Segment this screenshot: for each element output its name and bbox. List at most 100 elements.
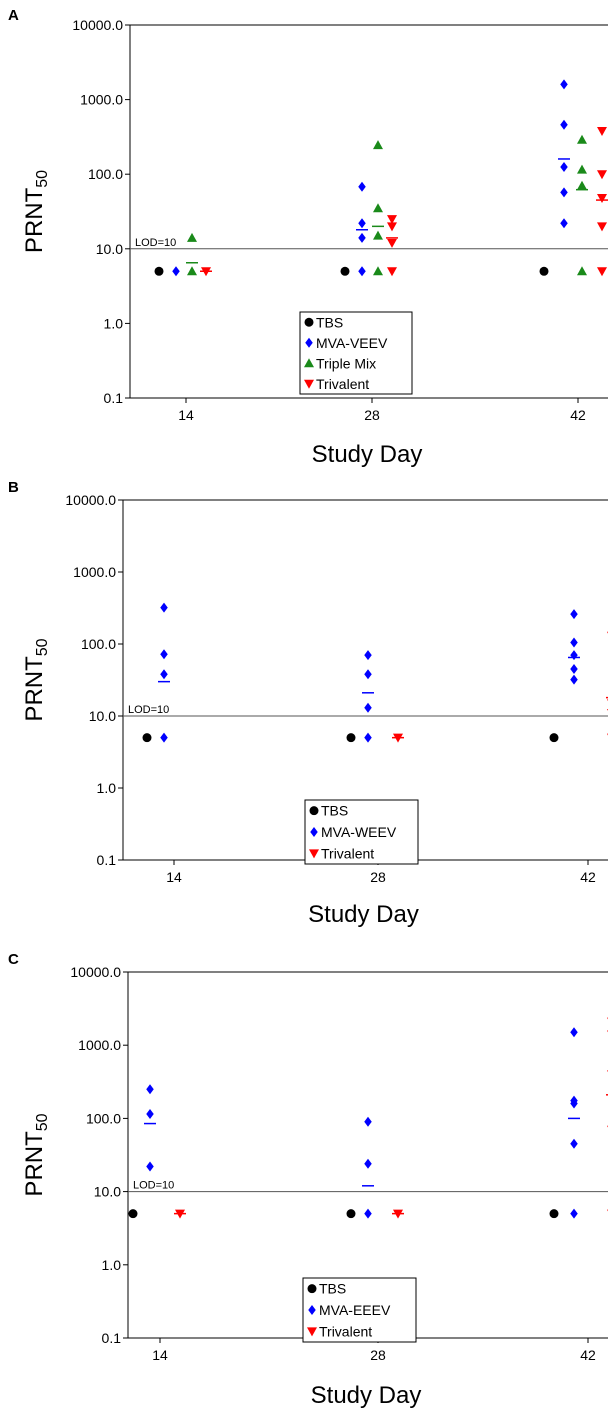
legend-marker <box>310 827 318 837</box>
data-point <box>577 266 587 276</box>
data-point <box>597 193 607 203</box>
data-point <box>597 170 607 180</box>
y-tick-label: 100.0 <box>86 1110 121 1126</box>
legend-marker <box>309 849 319 859</box>
data-point <box>364 650 372 661</box>
data-point <box>364 669 372 680</box>
panel-letter: A <box>8 7 19 24</box>
legend: TBS MVA-WEEV Trivalent <box>304 799 419 865</box>
data-point <box>597 222 607 232</box>
data-point <box>346 733 356 743</box>
data-point <box>358 218 366 229</box>
data-point <box>570 1208 578 1219</box>
y-tick-label: 10000.0 <box>65 492 116 508</box>
legend-marker <box>309 806 319 816</box>
data-point <box>549 1209 559 1219</box>
data-point <box>160 602 168 613</box>
y-axis-title: PRNT50 <box>21 170 51 253</box>
data-point <box>358 181 366 192</box>
x-tick-label: 42 <box>580 869 596 885</box>
y-tick-label: 1000.0 <box>80 92 123 108</box>
data-point <box>570 1138 578 1149</box>
data-point <box>373 140 383 150</box>
series-mva-weev <box>158 602 580 743</box>
data-point <box>373 230 383 240</box>
y-axis-title-main: PRNT <box>21 187 48 253</box>
y-tick-label: 10000.0 <box>72 17 123 33</box>
data-point <box>570 637 578 648</box>
x-axis-title: Study Day <box>312 441 423 468</box>
x-tick-label: 42 <box>580 1347 596 1363</box>
data-point <box>364 702 372 713</box>
y-tick-label: 0.1 <box>97 852 117 868</box>
series-mva-eeev <box>144 1027 580 1219</box>
y-tick-label: 0.1 <box>104 390 124 406</box>
series-tbs <box>142 733 559 743</box>
data-point <box>570 650 578 661</box>
series-mva-veev <box>172 79 570 277</box>
data-point <box>358 266 366 277</box>
x-tick-label: 14 <box>166 869 182 885</box>
data-point <box>387 215 397 225</box>
legend-marker <box>307 1327 317 1337</box>
data-point <box>364 1158 372 1169</box>
legend-label: Trivalent <box>321 845 374 861</box>
y-tick-label: 10.0 <box>96 241 123 257</box>
lod-label: LOD=10 <box>133 1180 174 1192</box>
data-point <box>172 266 180 277</box>
y-tick-label: 1.0 <box>102 1257 122 1273</box>
legend-label: TBS <box>319 1281 346 1297</box>
data-point <box>549 733 559 743</box>
lod-label: LOD=10 <box>128 704 169 716</box>
legend-marker <box>308 1305 316 1315</box>
data-point <box>187 232 197 242</box>
x-tick-label: 28 <box>364 407 380 423</box>
data-point <box>364 1116 372 1127</box>
data-point <box>560 187 568 198</box>
panel-c: C 0.1 1.0 10.0 100.0 1000.0 10000.0 14 28 42 LOD=1… <box>8 951 608 1409</box>
data-point <box>570 663 578 674</box>
lod-label: LOD=10 <box>135 237 176 249</box>
panel-b: B 0.1 1.0 10.0 100.0 1000.0 10000.0 14 28 42 LOD=1… <box>8 479 608 928</box>
data-point <box>560 79 568 90</box>
x-tick-label: 14 <box>178 407 194 423</box>
series-triple-mix <box>186 134 588 276</box>
legend: TBS MVA-VEEV Triple Mix Trivalent <box>299 311 413 395</box>
x-tick-label: 28 <box>370 869 386 885</box>
legend-marker <box>304 317 314 327</box>
data-point <box>597 126 607 136</box>
legend-label: Trivalent <box>319 1323 372 1339</box>
data-point <box>570 609 578 620</box>
y-axis-title-subscript: 50 <box>34 638 51 656</box>
data-point <box>387 238 397 248</box>
y-tick-label: 10.0 <box>94 1184 121 1200</box>
x-axis-title: Study Day <box>308 901 419 928</box>
data-point <box>160 732 168 743</box>
y-tick-label: 1.0 <box>97 780 117 796</box>
x-tick-label: 14 <box>152 1347 168 1363</box>
y-axis-title-subscript: 50 <box>34 1113 51 1131</box>
legend-marker <box>304 379 314 389</box>
panel-letter: B <box>8 479 19 496</box>
data-point <box>146 1108 154 1119</box>
y-tick-label: 10.0 <box>89 708 116 724</box>
data-point <box>340 266 350 276</box>
series-tbs <box>128 1209 559 1219</box>
legend-marker <box>305 337 313 348</box>
legend-label: TBS <box>321 803 348 819</box>
legend-label: MVA-EEEV <box>319 1302 391 1318</box>
data-point <box>142 733 152 743</box>
data-point <box>160 669 168 680</box>
data-point <box>570 1098 578 1109</box>
data-point <box>577 180 587 190</box>
y-axis-title: PRNT50 <box>21 638 51 721</box>
y-tick-label: 100.0 <box>88 166 123 182</box>
legend-label: TBS <box>316 314 343 330</box>
series-trivalent <box>200 126 608 277</box>
data-point <box>346 1209 356 1219</box>
data-point <box>387 267 397 277</box>
legend-label: Trivalent <box>316 376 369 392</box>
data-point <box>364 1208 372 1219</box>
panel-letter: C <box>8 951 19 968</box>
